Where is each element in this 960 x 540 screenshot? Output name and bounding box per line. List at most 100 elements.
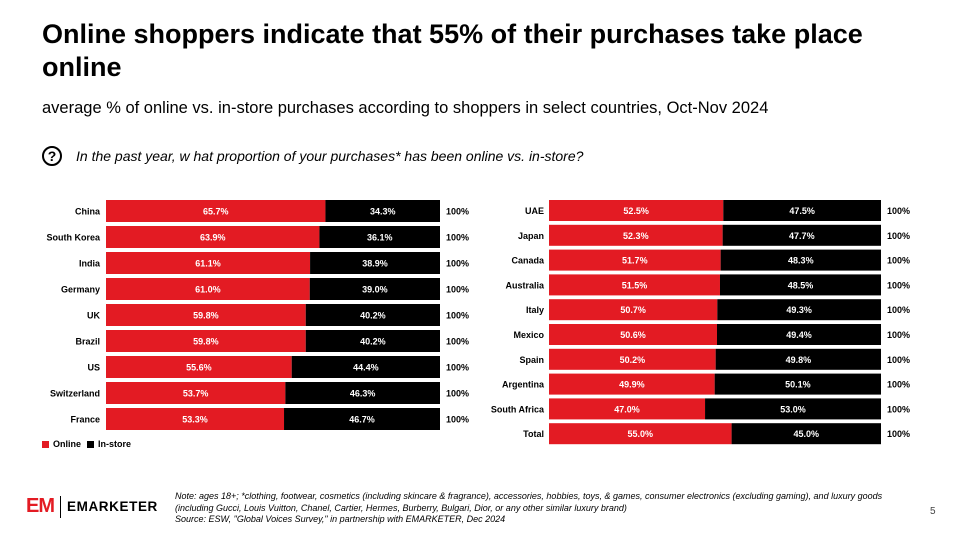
data-label-instore: 47.7%	[789, 231, 815, 241]
total-label: 100%	[887, 256, 910, 266]
data-label-instore: 46.3%	[350, 389, 376, 399]
data-label-instore: 49.4%	[786, 330, 812, 340]
footnote-source: Source: ESW, "Global Voices Survey," in …	[175, 514, 506, 524]
survey-question: ? In the past year, w hat proportion of …	[42, 146, 583, 166]
footnotes: Note: ages 18+; *clothing, footwear, cos…	[175, 491, 895, 526]
data-label-online: 55.0%	[628, 429, 654, 439]
data-label-instore: 50.1%	[785, 380, 811, 390]
category-label: Japan	[518, 231, 544, 241]
data-label-instore: 40.2%	[360, 311, 386, 321]
category-label: Brazil	[75, 337, 100, 347]
page-number: 5	[930, 506, 936, 517]
data-label-online: 50.7%	[620, 305, 646, 315]
data-label-instore: 44.4%	[353, 363, 379, 373]
bar-instore	[719, 274, 881, 296]
data-label-online: 55.6%	[186, 363, 212, 373]
question-circle-icon: ?	[42, 146, 62, 166]
bar-instore	[319, 226, 440, 248]
page-subtitle: average % of online vs. in-store purchas…	[42, 99, 769, 117]
data-label-online: 49.9%	[619, 380, 645, 390]
bar-online	[106, 252, 311, 274]
total-label: 100%	[446, 285, 469, 295]
bar-instore	[285, 382, 440, 404]
total-label: 100%	[887, 330, 910, 340]
total-label: 100%	[887, 380, 910, 390]
bar-online	[549, 274, 720, 296]
bar-online	[106, 356, 292, 378]
data-label-instore: 34.3%	[370, 207, 396, 217]
legend-item-instore: In-store	[87, 439, 131, 449]
legend-swatch-online	[42, 440, 49, 448]
data-label-instore: 49.8%	[786, 355, 812, 365]
data-label-online: 63.9%	[200, 233, 226, 243]
bar-online	[549, 249, 721, 271]
category-label: UK	[87, 311, 100, 321]
bar-instore	[705, 398, 881, 420]
bar-instore	[310, 252, 440, 274]
bar-instore	[284, 408, 440, 430]
logo-mark: EM	[26, 495, 55, 517]
chart-right: UAE 52.5% 47.5% 100% Japan 52.3% 47.7% 100% Cana…	[491, 200, 910, 445]
data-label-online: 52.5%	[623, 206, 649, 216]
bar-online	[549, 200, 724, 221]
emarketer-logo: EM EMARKETER	[26, 495, 158, 518]
bar-online	[549, 299, 718, 321]
data-label-online: 50.2%	[620, 355, 646, 365]
bar-online	[106, 226, 320, 248]
category-label: Australia	[505, 280, 545, 290]
category-label: Italy	[526, 305, 544, 315]
total-label: 100%	[446, 311, 469, 321]
logo-divider	[60, 495, 61, 518]
data-label-online: 65.7%	[203, 207, 229, 217]
category-label: Mexico	[513, 330, 544, 340]
total-label: 100%	[446, 415, 469, 425]
total-label: 100%	[887, 231, 910, 241]
category-label: Germany	[61, 285, 100, 295]
data-label-online: 51.5%	[622, 280, 648, 290]
data-label-instore: 49.3%	[786, 305, 812, 315]
total-label: 100%	[887, 355, 910, 365]
bar-online	[106, 330, 306, 352]
category-label: South Africa	[491, 404, 545, 414]
data-label-online: 61.1%	[195, 259, 221, 269]
bar-instore	[722, 224, 881, 246]
bar-instore	[717, 299, 881, 321]
total-label: 100%	[887, 404, 910, 414]
legend-swatch-instore	[87, 440, 95, 448]
data-label-instore: 53.0%	[780, 404, 806, 414]
category-label: US	[87, 363, 100, 373]
data-label-instore: 36.1%	[367, 233, 393, 243]
data-label-online: 61.0%	[195, 285, 221, 295]
data-label-online: 52.3%	[623, 231, 649, 241]
data-label-instore: 48.5%	[788, 280, 814, 290]
category-label: Canada	[511, 256, 545, 266]
data-label-instore: 46.7%	[349, 415, 375, 425]
bar-instore	[714, 373, 881, 395]
data-label-instore: 40.2%	[360, 337, 386, 347]
data-label-online: 51.7%	[622, 256, 648, 266]
total-label: 100%	[446, 259, 469, 269]
bar-online	[549, 373, 715, 395]
chart-left: China 65.7% 34.3% 100% South Korea 63.9% 36.1%…	[46, 200, 469, 430]
category-label: China	[75, 207, 101, 217]
bar-online	[106, 278, 310, 300]
data-label-online: 53.3%	[182, 415, 208, 425]
bar-instore	[305, 304, 440, 326]
bar-online	[106, 200, 326, 222]
page-title: Online shoppers indicate that 55% of the…	[42, 19, 863, 82]
total-label: 100%	[446, 233, 469, 243]
category-label: South Korea	[46, 233, 100, 243]
total-label: 100%	[446, 337, 469, 347]
bar-online	[549, 423, 732, 445]
total-label: 100%	[446, 363, 469, 373]
total-label: 100%	[446, 389, 469, 399]
bar-instore	[731, 423, 881, 445]
bar-instore	[723, 200, 881, 221]
category-label: Argentina	[502, 380, 545, 390]
total-label: 100%	[887, 206, 910, 216]
bar-instore	[325, 200, 440, 222]
footnote-note: Note: ages 18+; *clothing, footwear, cos…	[175, 491, 883, 513]
category-label: Spain	[519, 355, 544, 365]
data-label-instore: 38.9%	[362, 259, 388, 269]
total-label: 100%	[887, 280, 910, 290]
